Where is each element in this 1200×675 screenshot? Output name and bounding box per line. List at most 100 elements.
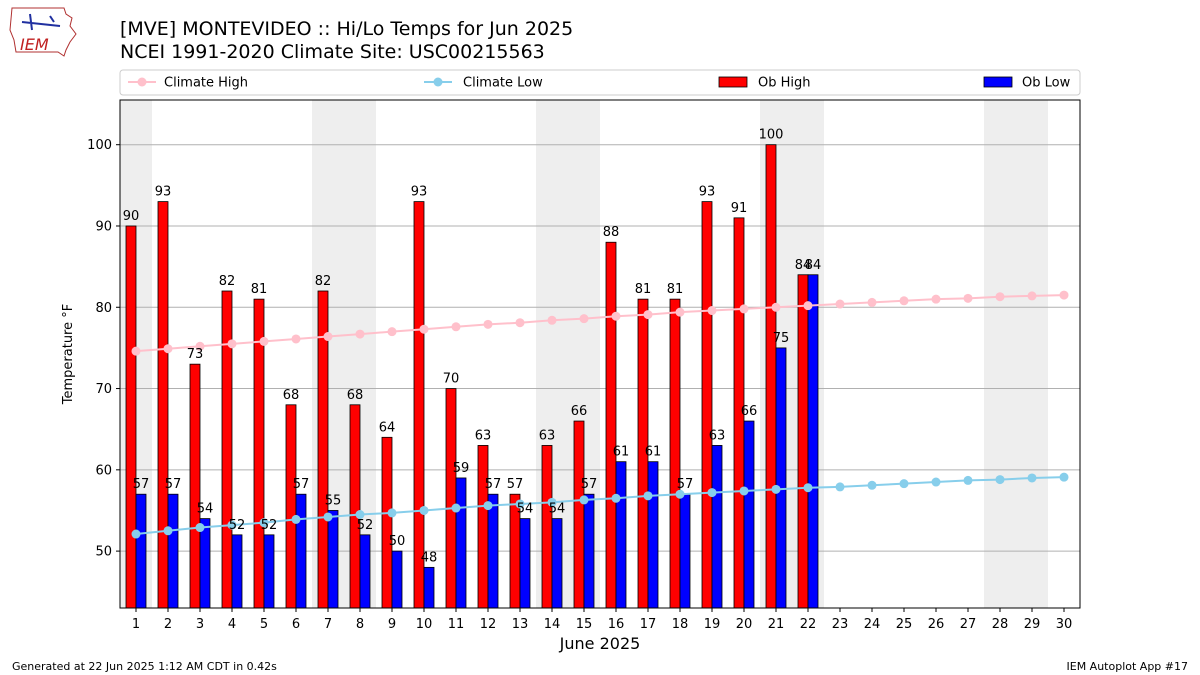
- climate-low-point: [227, 520, 237, 530]
- x-tick-label: 17: [640, 617, 657, 632]
- climate-low-point: [771, 484, 781, 494]
- ob-low-bar: [135, 493, 147, 609]
- climate-low-point: [195, 523, 205, 533]
- ob-high-label: 57: [507, 477, 524, 492]
- ob-high-label: 93: [411, 185, 428, 200]
- climate-low-point: [931, 477, 941, 487]
- climate-high-point: [483, 319, 493, 329]
- x-tick-label: 19: [704, 617, 721, 632]
- climate-high-point: [771, 302, 781, 312]
- x-tick-label: 22: [800, 617, 817, 632]
- climate-high-point: [355, 329, 365, 339]
- legend-ob-low-swatch: [983, 76, 1013, 88]
- ob-low-label: 57: [581, 477, 598, 492]
- ob-high-label: 63: [475, 428, 492, 443]
- ob-low-label: 75: [773, 331, 790, 346]
- ob-high-bar: [189, 363, 201, 609]
- ob-high-label: 93: [155, 185, 172, 200]
- x-tick-label: 16: [608, 617, 625, 632]
- legend-box: [119, 69, 1081, 96]
- ob-high-bar: [765, 144, 777, 609]
- y-tick-label: 100: [87, 138, 112, 153]
- ob-low-bar: [263, 534, 275, 609]
- legend-ob-high-label: Ob High: [758, 76, 811, 91]
- ob-high-label: 100: [759, 128, 784, 143]
- climate-low-point: [387, 508, 397, 518]
- x-tick-label: 2: [164, 617, 172, 632]
- ob-high-bar: [701, 201, 713, 609]
- climate-low-point: [1027, 473, 1037, 483]
- ob-high-bar: [797, 274, 809, 609]
- footer-app: IEM Autoplot App #17: [1066, 660, 1189, 673]
- ob-low-label: 50: [389, 534, 406, 549]
- x-tick-label: 20: [736, 617, 753, 632]
- ob-low-bar: [167, 493, 179, 609]
- ob-high-bar: [669, 298, 681, 609]
- ob-high-label: 90: [123, 209, 140, 224]
- ob-high-bar: [413, 201, 425, 609]
- climate-low-point: [323, 512, 333, 522]
- ob-low-label: 66: [741, 404, 758, 419]
- ob-low-label: 84: [805, 258, 822, 273]
- ob-high-label: 68: [283, 388, 300, 403]
- climate-low-point: [259, 518, 269, 528]
- climate-high-point: [675, 307, 685, 317]
- ob-low-bar: [423, 566, 435, 609]
- ob-high-bar: [157, 201, 169, 609]
- climate-high-point: [995, 292, 1005, 302]
- ob-high-label: 64: [379, 420, 396, 435]
- climate-low-point: [611, 493, 621, 503]
- climate-low-point: [707, 488, 717, 498]
- weekend-band: [1016, 100, 1048, 608]
- ob-high-bar: [541, 445, 553, 609]
- ob-low-bar: [775, 347, 787, 609]
- climate-low-point: [1059, 472, 1069, 482]
- ob-low-label: 54: [549, 502, 566, 517]
- y-tick-label: 60: [95, 463, 112, 478]
- x-tick-label: 18: [672, 617, 689, 632]
- ob-low-bar: [199, 518, 211, 609]
- climate-low-point: [803, 483, 813, 493]
- x-tick-label: 9: [388, 617, 396, 632]
- ob-high-label: 81: [251, 282, 268, 297]
- ob-high-label: 68: [347, 388, 364, 403]
- ob-low-label: 57: [293, 477, 310, 492]
- x-tick-label: 7: [324, 617, 332, 632]
- ob-high-label: 81: [667, 282, 684, 297]
- climate-low-point: [579, 495, 589, 505]
- ob-low-bar: [551, 518, 563, 609]
- climate-low-line: [135, 476, 1065, 536]
- x-tick-label: 29: [1024, 617, 1041, 632]
- climate-low-point: [291, 514, 301, 524]
- ob-high-bar: [573, 420, 585, 609]
- ob-high-label: 88: [603, 225, 620, 240]
- x-tick-label: 27: [960, 617, 977, 632]
- ob-low-label: 55: [325, 493, 342, 508]
- climate-high-point: [291, 334, 301, 344]
- ob-high-label: 93: [699, 185, 716, 200]
- y-axis-label: Temperature °F: [61, 304, 76, 405]
- x-tick-label: 30: [1056, 617, 1073, 632]
- x-tick-label: 28: [992, 617, 1009, 632]
- ob-high-label: 81: [635, 282, 652, 297]
- y-tick-label: 90: [95, 219, 112, 234]
- ob-low-bar: [647, 461, 659, 609]
- x-tick-label: 21: [768, 617, 785, 632]
- climate-low-point: [899, 479, 909, 489]
- ob-high-bar: [381, 436, 393, 609]
- ob-low-label: 57: [133, 477, 150, 492]
- ob-high-bar: [445, 388, 457, 609]
- x-tick-label: 6: [292, 617, 300, 632]
- ob-low-bar: [711, 445, 723, 609]
- ob-low-bar: [455, 477, 467, 609]
- ob-low-bar: [359, 534, 371, 609]
- climate-high-point: [579, 314, 589, 324]
- ob-low-bar: [231, 534, 243, 609]
- ob-low-label: 52: [261, 518, 278, 533]
- climate-high-point: [163, 344, 173, 354]
- ob-high-label: 70: [443, 372, 460, 387]
- climate-high-point: [867, 297, 877, 307]
- climate-high-point: [387, 327, 397, 337]
- climate-high-point: [451, 322, 461, 332]
